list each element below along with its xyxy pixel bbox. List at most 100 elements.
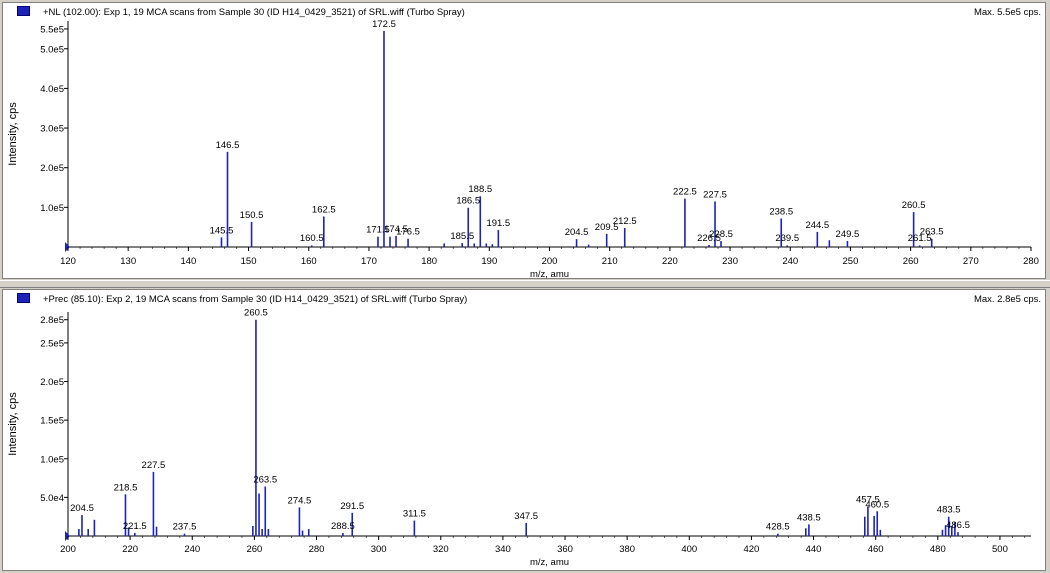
peak-label: 483.5 — [937, 505, 961, 516]
peak-label: 228.5 — [709, 229, 733, 240]
x-tick-label: 500 — [992, 544, 1008, 555]
peak-label: 311.5 — [403, 509, 426, 520]
peak-label: 221.5 — [123, 521, 147, 532]
y-tick-label: 2.5e5 — [40, 338, 64, 349]
x-tick-label: 170 — [361, 256, 377, 267]
peak-label: 438.5 — [797, 512, 821, 523]
peak-label: 218.5 — [114, 482, 138, 493]
y-axis-label: Intensity, cps — [7, 392, 19, 456]
peak-label: 460.5 — [865, 499, 889, 510]
x-tick-label: 480 — [930, 544, 946, 555]
peak-label: 263.5 — [253, 475, 277, 486]
x-tick-label: 440 — [806, 544, 822, 555]
max-intensity-label: Max. 2.8e5 cps. — [973, 294, 1041, 305]
y-tick-label: 5.0e5 — [40, 44, 64, 55]
series-color-swatch — [17, 6, 30, 16]
peak-label: 160.5 — [300, 233, 324, 244]
peak-label: 172.5 — [372, 19, 396, 30]
x-tick-label: 280 — [309, 544, 325, 555]
x-tick-label: 460 — [868, 544, 884, 555]
x-tick-label: 240 — [184, 544, 200, 555]
spectrum-pane-prec[interactable]: +Prec (85.10): Exp 2, 19 MCA scans from … — [2, 289, 1046, 571]
peak-label: 249.5 — [836, 229, 860, 240]
peak-label: 428.5 — [766, 522, 790, 533]
x-tick-label: 130 — [120, 256, 136, 267]
y-tick-label: 2.0e5 — [40, 163, 64, 174]
x-tick-label: 220 — [122, 544, 138, 555]
x-tick-label: 320 — [433, 544, 449, 555]
peak-label: 176.5 — [396, 227, 420, 238]
peak-label: 227.5 — [142, 460, 166, 471]
x-tick-label: 210 — [602, 256, 618, 267]
peak-label: 146.5 — [216, 140, 240, 151]
x-tick-label: 140 — [180, 256, 196, 267]
spectrum-title: +Prec (85.10): Exp 2, 19 MCA scans from … — [43, 294, 468, 305]
peak-label: 145.5 — [210, 225, 234, 236]
y-axis-label: Intensity, cps — [7, 102, 19, 166]
peak-label: 239.5 — [775, 233, 799, 244]
peak-label: 171.5 — [366, 225, 390, 236]
peak-label: 260.5 — [902, 200, 926, 211]
peak-label: 204.5 — [70, 503, 94, 514]
x-tick-label: 180 — [421, 256, 437, 267]
x-tick-label: 230 — [722, 256, 738, 267]
x-tick-label: 260 — [903, 256, 919, 267]
peak-label: 237.5 — [173, 522, 197, 533]
peak-label: 291.5 — [340, 501, 364, 512]
peak-label: 227.5 — [703, 189, 727, 200]
x-tick-label: 190 — [481, 256, 497, 267]
y-tick-label: 5.0e4 — [40, 493, 64, 504]
peak-label: 457.5 — [856, 495, 880, 506]
peak-label: 188.5 — [468, 184, 492, 195]
peak-label: 244.5 — [805, 220, 829, 231]
x-tick-label: 340 — [495, 544, 511, 555]
spectrum-pane-nl[interactable]: +NL (102.00): Exp 1, 19 MCA scans from S… — [2, 2, 1046, 280]
peak-label: 263.5 — [920, 227, 944, 238]
x-tick-label: 300 — [371, 544, 387, 555]
x-tick-label: 160 — [301, 256, 317, 267]
x-tick-label: 120 — [60, 256, 76, 267]
x-tick-label: 240 — [782, 256, 798, 267]
x-tick-label: 220 — [662, 256, 678, 267]
peak-label: 260.5 — [244, 308, 268, 319]
x-tick-label: 270 — [963, 256, 979, 267]
max-intensity-label: Max. 5.5e5 cps. — [973, 7, 1041, 18]
x-tick-label: 250 — [843, 256, 859, 267]
x-tick-label: 280 — [1023, 256, 1039, 267]
peak-label: 288.5 — [331, 521, 355, 532]
x-axis-label: m/z, amu — [530, 269, 569, 280]
peak-label: 226.5 — [697, 233, 721, 244]
peak-label: 204.5 — [565, 227, 589, 238]
x-tick-label: 400 — [681, 544, 697, 555]
peak-label: 238.5 — [769, 206, 793, 217]
peak-label: 186.5 — [456, 196, 480, 207]
y-tick-label: 1.0e5 — [40, 203, 64, 214]
peak-label: 222.5 — [673, 187, 697, 198]
peak-label: 150.5 — [240, 210, 264, 221]
x-tick-label: 200 — [60, 544, 76, 555]
peak-label: 261.5 — [908, 233, 932, 244]
nl-spectrum-plot[interactable]: 120 130 140 150 160 170 180 190 200 210 220 230 240 2… — [3, 3, 1045, 280]
series-color-swatch — [17, 293, 30, 303]
x-tick-label: 260 — [246, 544, 262, 555]
y-tick-label: 4.0e5 — [40, 84, 64, 95]
spectrum-title: +NL (102.00): Exp 1, 19 MCA scans from S… — [43, 7, 465, 18]
peak-label: 212.5 — [613, 216, 637, 227]
peak-label: 174.5 — [384, 224, 408, 235]
prec-spectrum-plot[interactable]: 200 220 240 260 280 300 320 340 360 380 400 420 440 4… — [3, 290, 1045, 570]
peak-label: 209.5 — [595, 222, 619, 233]
y-tick-label: 3.0e5 — [40, 124, 64, 135]
x-tick-label: 200 — [542, 256, 558, 267]
x-tick-label: 360 — [557, 544, 573, 555]
pane-splitter[interactable] — [0, 280, 1050, 288]
peak-label: 185.5 — [450, 231, 474, 242]
y-tick-label: 5.5e5 — [40, 24, 64, 35]
y-tick-label: 2.8e5 — [40, 315, 64, 326]
x-tick-label: 380 — [619, 544, 635, 555]
y-tick-label: 1.5e5 — [40, 416, 64, 427]
peak-label: 274.5 — [288, 495, 312, 506]
peak-label: 347.5 — [514, 511, 538, 522]
peak-label: 162.5 — [312, 204, 336, 215]
x-axis-label: m/z, amu — [530, 557, 569, 568]
y-tick-label: 1.0e5 — [40, 454, 64, 465]
